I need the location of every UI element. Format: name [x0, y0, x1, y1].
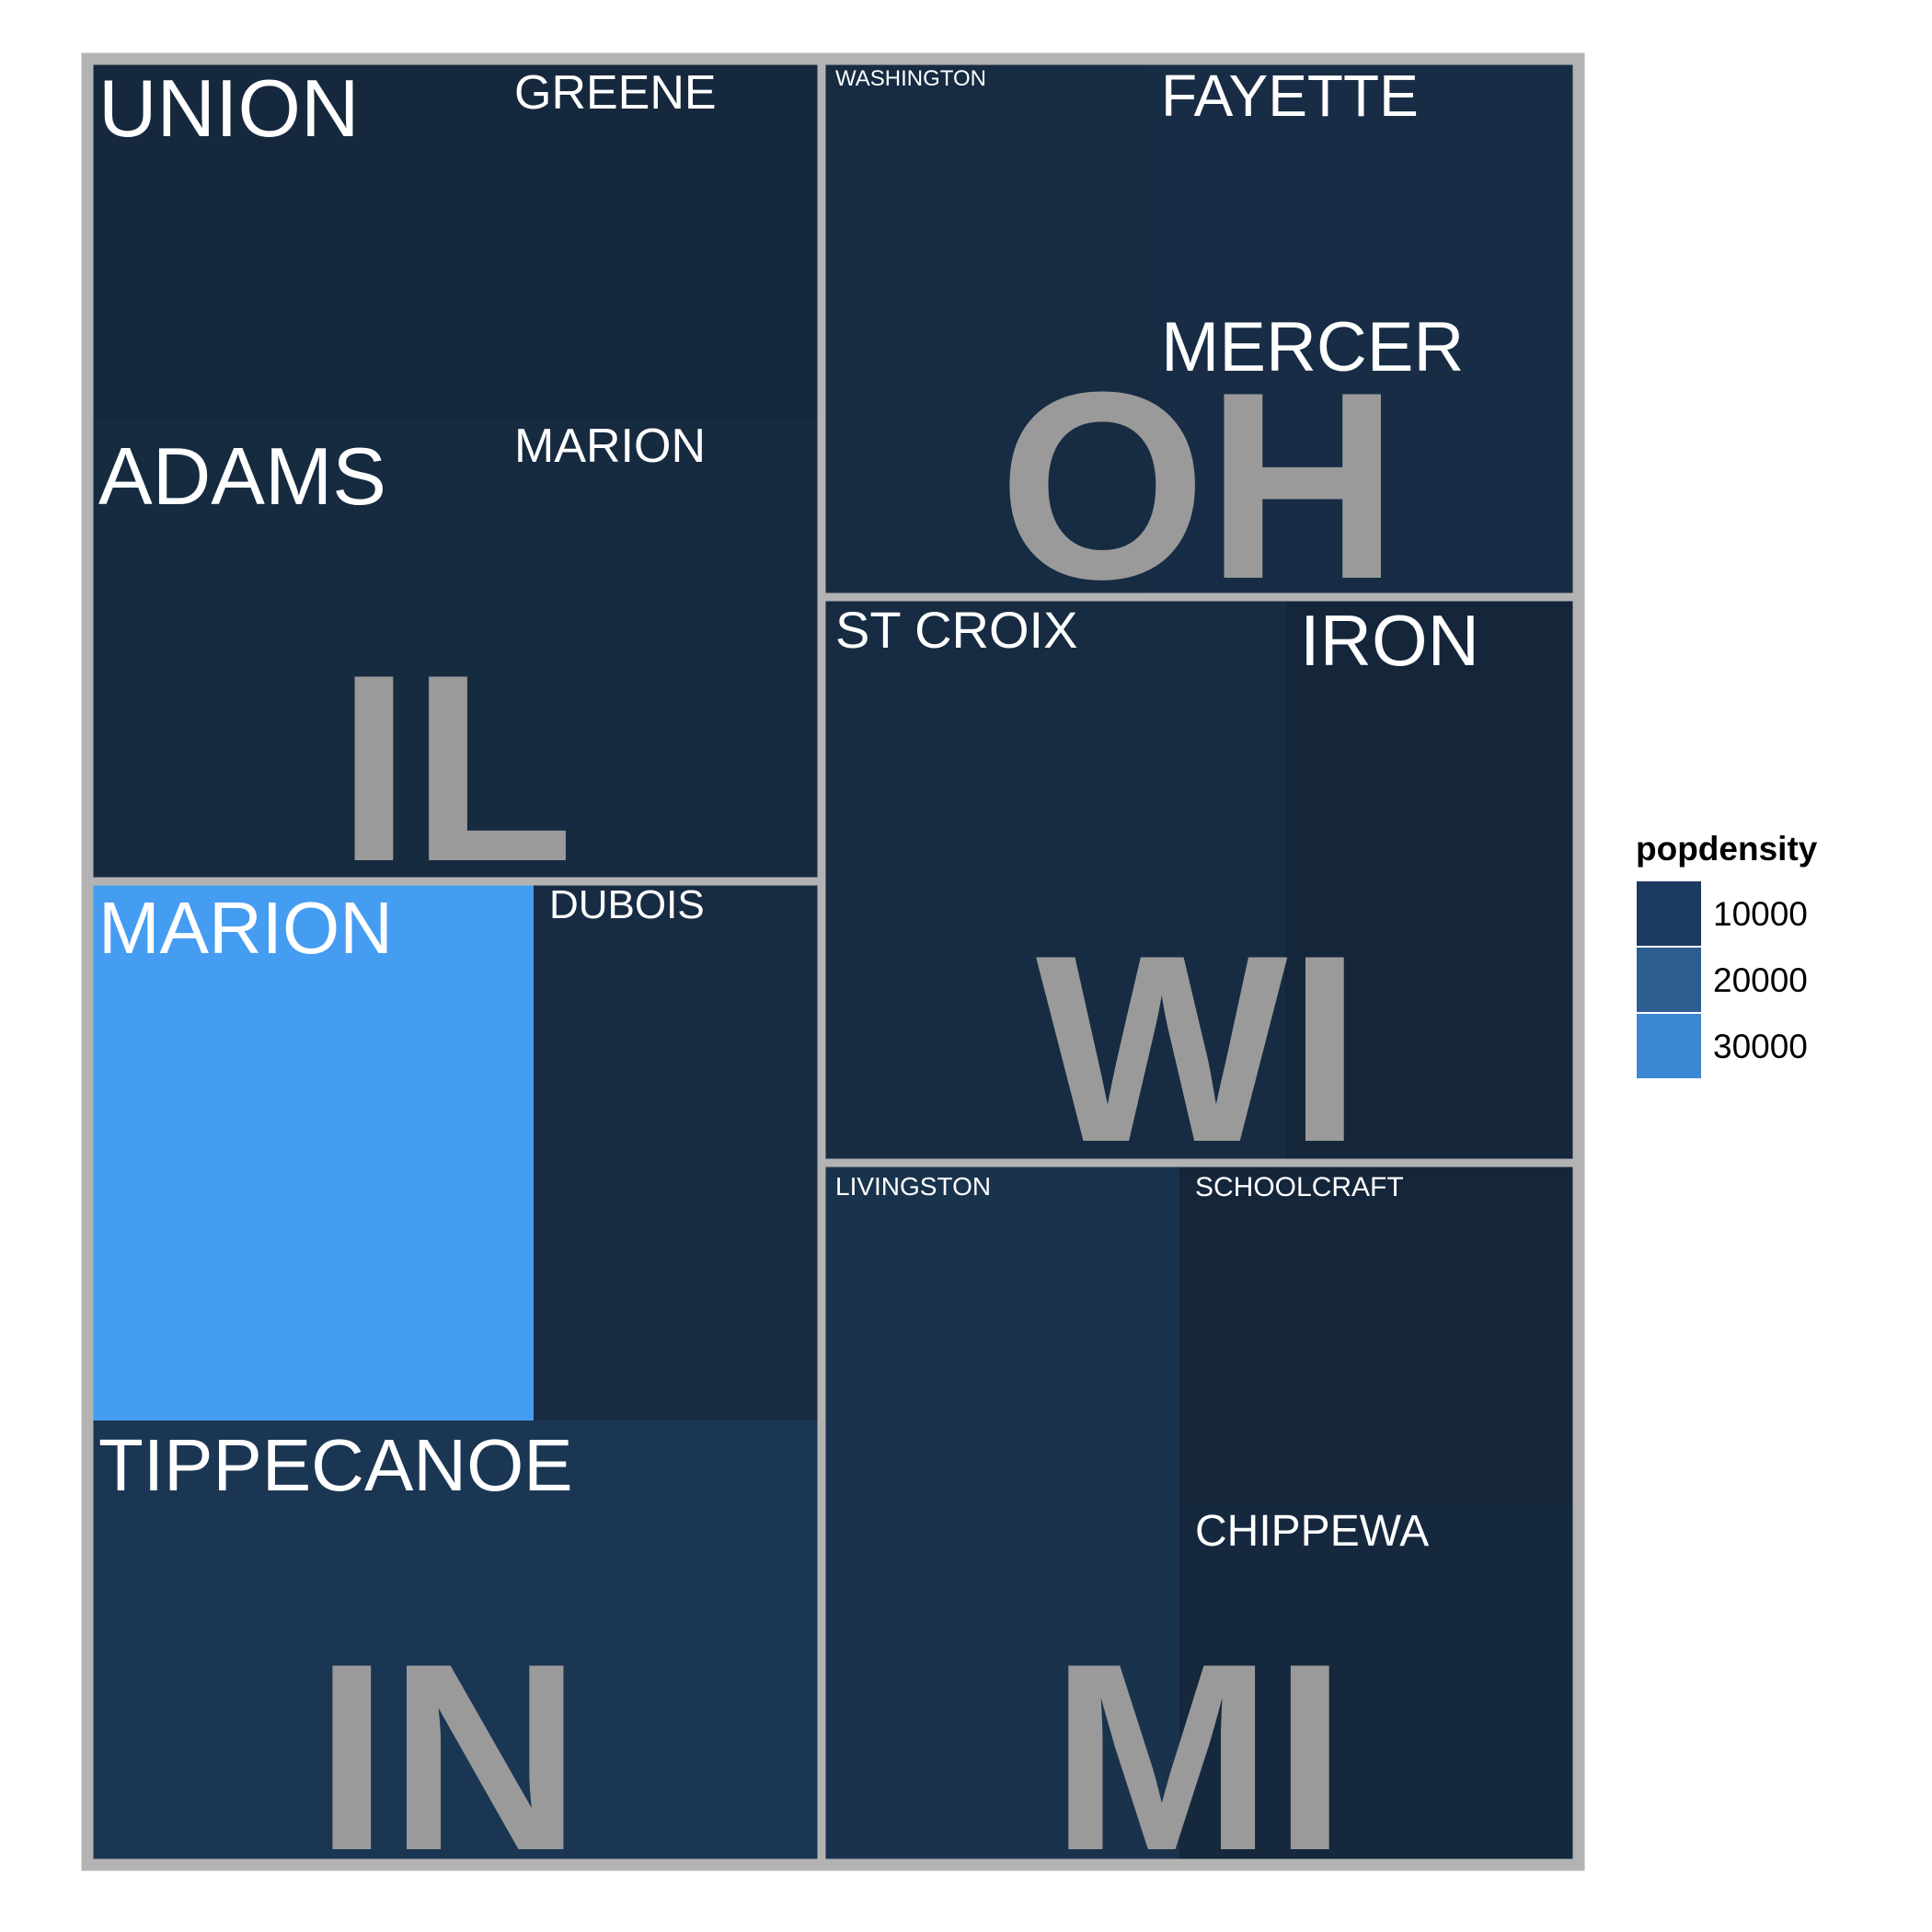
tile-oh-washington — [822, 61, 1145, 597]
county-label: ST CROIX — [835, 601, 1077, 659]
legend-key — [1635, 1012, 1703, 1080]
legend: popdensity 10000 20000 30000 — [1635, 830, 1818, 1080]
state-label-oh: OH — [999, 337, 1399, 635]
county-label: MERCER — [1161, 308, 1464, 386]
tile-il-greene — [494, 61, 822, 420]
legend-label: 20000 — [1713, 961, 1808, 999]
state-labels: IL IN OH WI MI — [315, 337, 1399, 1906]
tile-wi-iron — [1285, 597, 1577, 1163]
county-labels: UNION GREENE ADAMS MARION MARION DUBOIS TIPPEC… — [98, 63, 1479, 1556]
tile-in-dubois — [534, 881, 822, 1420]
county-label: MARION — [514, 420, 706, 473]
legend-key — [1635, 880, 1703, 948]
legend-label: 30000 — [1713, 1028, 1808, 1065]
legend-key — [1635, 946, 1703, 1014]
tile-oh-mercer — [1145, 305, 1577, 597]
state-label-il: IL — [337, 619, 574, 917]
tile-oh-fayette — [1145, 61, 1577, 305]
tile-il-union — [89, 61, 494, 420]
state-label-wi: WI — [1036, 900, 1362, 1198]
tile-mi-chippewa — [1179, 1504, 1577, 1863]
tile-in-tippecanoe — [89, 1420, 822, 1863]
county-label: MARION — [98, 887, 393, 969]
county-label: DUBOIS — [549, 882, 705, 927]
state-borders — [81, 52, 1585, 1871]
tile-il-adams — [89, 420, 494, 881]
county-label: UNION — [98, 63, 360, 154]
treemap-outer-border — [81, 52, 1585, 1871]
tile-in-marion — [89, 881, 534, 1420]
county-label: SCHOOLCRAFT — [1195, 1172, 1404, 1202]
tile-mi-schoolcraft — [1179, 1163, 1577, 1504]
county-label: FAYETTE — [1161, 63, 1419, 129]
state-label-mi: MI — [1051, 1608, 1347, 1906]
legend-title: popdensity — [1636, 830, 1818, 868]
county-label: TIPPECANOE — [98, 1424, 573, 1506]
treemap-tiles — [89, 61, 1577, 1863]
tile-il-marion — [494, 420, 822, 881]
county-label: IRON — [1300, 600, 1479, 681]
tile-wi-st-croix — [822, 597, 1285, 1163]
tile-mi-livingston — [822, 1163, 1179, 1863]
county-label: ADAMS — [98, 431, 386, 522]
county-label: WASHINGTON — [835, 66, 986, 91]
legend-label: 10000 — [1713, 895, 1808, 933]
county-label: CHIPPEWA — [1195, 1507, 1429, 1556]
state-label-in: IN — [315, 1608, 581, 1906]
county-label: GREENE — [514, 66, 717, 120]
county-label: LIVINGSTON — [835, 1172, 991, 1201]
